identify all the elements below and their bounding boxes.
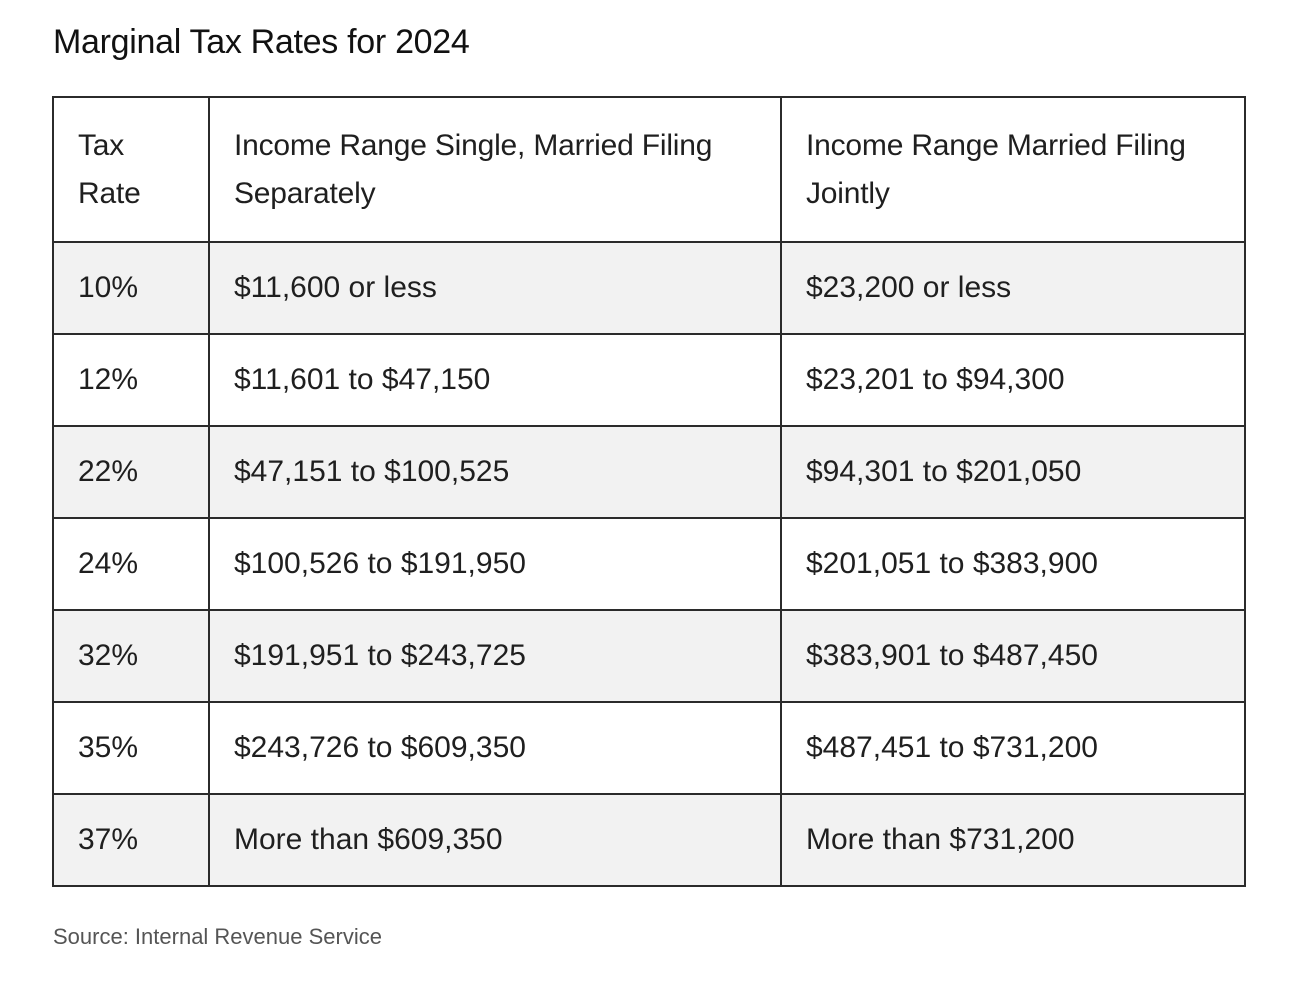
income-single-cell: $100,526 to $191,950	[208, 517, 782, 611]
tax-rate-cell: 24%	[52, 517, 210, 611]
page-title: Marginal Tax Rates for 2024	[53, 23, 470, 61]
table-row: 35% $243,726 to $609,350 $487,451 to $73…	[52, 701, 1246, 795]
income-joint-cell: $487,451 to $731,200	[780, 701, 1246, 795]
income-joint-cell: $201,051 to $383,900	[780, 517, 1246, 611]
tax-rate-cell: 10%	[52, 241, 210, 335]
source-note: Source: Internal Revenue Service	[53, 924, 382, 949]
income-single-cell: $243,726 to $609,350	[208, 701, 782, 795]
income-single-cell: More than $609,350	[208, 793, 782, 887]
tax-rate-cell: 35%	[52, 701, 210, 795]
tax-rate-cell: 22%	[52, 425, 210, 519]
table-row: 12% $11,601 to $47,150 $23,201 to $94,30…	[52, 333, 1246, 427]
table-row: 32% $191,951 to $243,725 $383,901 to $48…	[52, 609, 1246, 703]
income-single-cell: $11,601 to $47,150	[208, 333, 782, 427]
income-single-cell: $11,600 or less	[208, 241, 782, 335]
tax-rate-cell: 37%	[52, 793, 210, 887]
income-joint-cell: More than $731,200	[780, 793, 1246, 887]
income-joint-cell: $23,200 or less	[780, 241, 1246, 335]
tax-rate-cell: 12%	[52, 333, 210, 427]
table-row: 24% $100,526 to $191,950 $201,051 to $38…	[52, 517, 1246, 611]
header-tax-rate: Tax Rate	[52, 96, 210, 243]
table-header-row: Tax Rate Income Range Single, Married Fi…	[52, 96, 1246, 243]
income-single-cell: $191,951 to $243,725	[208, 609, 782, 703]
table-row: 37% More than $609,350 More than $731,20…	[52, 793, 1246, 887]
tax-rate-cell: 32%	[52, 609, 210, 703]
tax-rates-table: Tax Rate Income Range Single, Married Fi…	[52, 96, 1246, 887]
table-row: 22% $47,151 to $100,525 $94,301 to $201,…	[52, 425, 1246, 519]
header-income-joint: Income Range Married Filing Jointly	[780, 96, 1246, 243]
income-single-cell: $47,151 to $100,525	[208, 425, 782, 519]
header-income-single: Income Range Single, Married Filing Sepa…	[208, 96, 782, 243]
income-joint-cell: $94,301 to $201,050	[780, 425, 1246, 519]
income-joint-cell: $383,901 to $487,450	[780, 609, 1246, 703]
table-row: 10% $11,600 or less $23,200 or less	[52, 241, 1246, 335]
income-joint-cell: $23,201 to $94,300	[780, 333, 1246, 427]
